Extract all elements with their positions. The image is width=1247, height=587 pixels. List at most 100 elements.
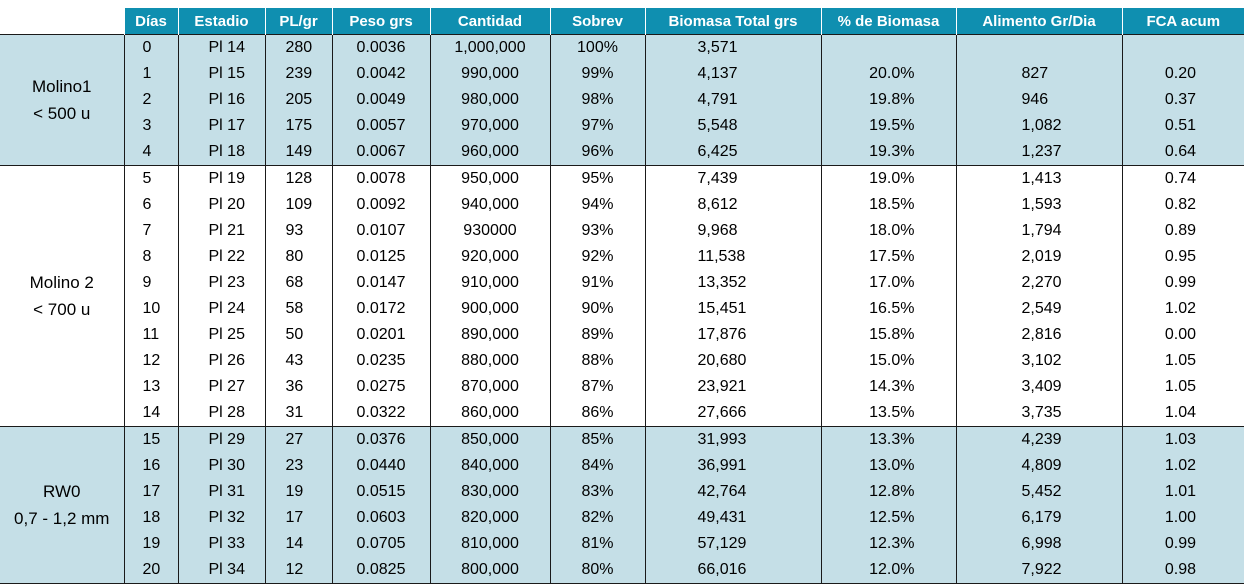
cell-pl-gr: 27 (264, 426, 332, 453)
cell-pl-gr: 80 (264, 244, 332, 270)
table-row: 6 Pl 20 109 0.0092 940,000 94% 8,612 18.5% 1,593… (0, 192, 1244, 218)
cell-pct-biomasa: 19.0% (820, 165, 956, 192)
cell-estadio: Pl 25 (177, 322, 265, 348)
cell-alimento: 3,409 (955, 374, 1122, 400)
cell-cantidad: 880,000 (429, 348, 550, 374)
cell-pct-biomasa: 20.0% (820, 61, 956, 87)
cell-fca: 1.02 (1121, 453, 1244, 479)
cell-fca: 1.05 (1121, 374, 1244, 400)
cell-fca: 1.01 (1121, 479, 1244, 505)
cell-dias: 7 (123, 218, 178, 244)
header-estadio: Estadio (177, 8, 265, 35)
cell-biomasa-total: 23,921 (644, 374, 821, 400)
cell-dias: 2 (123, 87, 178, 113)
table-row: Molino1 < 500 u 0 Pl 14 280 0.0036 1,000,000 10… (0, 34, 1244, 166)
cell-alimento: 3,735 (955, 400, 1122, 427)
cell-fca: 1.03 (1121, 426, 1244, 453)
cell-pl-gr: 50 (264, 322, 332, 348)
cell-fca (1121, 34, 1244, 61)
cell-biomasa-total: 20,680 (644, 348, 821, 374)
cell-peso: 0.0201 (331, 322, 430, 348)
table-row: 14 Pl 28 31 0.0322 860,000 86% 27,666 13.5% 3,73… (0, 400, 1244, 427)
cell-pl-gr: 19 (264, 479, 332, 505)
cell-pct-biomasa: 15.8% (820, 322, 956, 348)
cell-fca: 0.99 (1121, 531, 1244, 557)
cell-cantidad: 820,000 (429, 505, 550, 531)
cell-estadio: Pl 28 (177, 400, 265, 427)
cell-sobrev: 94% (549, 192, 645, 218)
cell-cantidad: 800,000 (429, 557, 550, 584)
cell-alimento: 1,794 (955, 218, 1122, 244)
group-label-name: RW0 (43, 482, 81, 501)
cell-peso: 0.0125 (331, 244, 430, 270)
cell-dias: 13 (123, 374, 178, 400)
cell-pct-biomasa: 12.0% (820, 557, 956, 584)
table-row: 3 Pl 17 175 0.0057 970,000 97% 5,548 19.5% 1,082… (0, 113, 1244, 139)
cell-fca: 1.04 (1121, 400, 1244, 427)
cell-pct-biomasa: 13.3% (820, 426, 956, 453)
cell-biomasa-total: 7,439 (644, 165, 821, 192)
cell-peso: 0.0057 (331, 113, 430, 139)
cell-biomasa-total: 4,137 (644, 61, 821, 87)
cell-alimento: 2,270 (955, 270, 1122, 296)
cell-pct-biomasa: 15.0% (820, 348, 956, 374)
cell-biomasa-total: 9,968 (644, 218, 821, 244)
header-pl-gr: PL/gr (264, 8, 332, 35)
cell-dias: 16 (123, 453, 178, 479)
cell-cantidad: 980,000 (429, 87, 550, 113)
cell-pct-biomasa: 12.8% (820, 479, 956, 505)
table-row: RW0 0,7 - 1,2 mm 15 Pl 29 27 0.0376 850,000 85%… (0, 426, 1244, 584)
cell-estadio: Pl 17 (177, 113, 265, 139)
cell-fca: 1.05 (1121, 348, 1244, 374)
cell-pct-biomasa: 14.3% (820, 374, 956, 400)
cell-cantidad: 900,000 (429, 296, 550, 322)
cell-sobrev: 92% (549, 244, 645, 270)
cell-pl-gr: 12 (264, 557, 332, 584)
cell-estadio: Pl 21 (177, 218, 265, 244)
cell-estadio: Pl 22 (177, 244, 265, 270)
cell-sobrev: 81% (549, 531, 645, 557)
cell-pl-gr: 36 (264, 374, 332, 400)
cell-alimento: 946 (955, 87, 1122, 113)
cell-pct-biomasa (820, 34, 956, 61)
cell-dias: 9 (123, 270, 178, 296)
cell-peso: 0.0092 (331, 192, 430, 218)
cell-biomasa-total: 57,129 (644, 531, 821, 557)
cell-cantidad: 940,000 (429, 192, 550, 218)
cell-pl-gr: 109 (264, 192, 332, 218)
table-row: 9 Pl 23 68 0.0147 910,000 91% 13,352 17.0% 2,270… (0, 270, 1244, 296)
cell-sobrev: 82% (549, 505, 645, 531)
cell-dias: 12 (123, 348, 178, 374)
table-row: 20 Pl 34 12 0.0825 800,000 80% 66,016 12.0% 7,92… (0, 557, 1244, 584)
cell-biomasa-total: 27,666 (644, 400, 821, 427)
table-row: 2 Pl 16 205 0.0049 980,000 98% 4,791 19.8% 946 0.… (0, 87, 1244, 113)
cell-dias: 14 (123, 400, 178, 427)
cell-pl-gr: 58 (264, 296, 332, 322)
cell-sobrev: 96% (549, 139, 645, 166)
table-row: 1 Pl 15 239 0.0042 990,000 99% 4,137 20.0% 827 0.… (0, 61, 1244, 87)
cell-fca: 0.37 (1121, 87, 1244, 113)
cell-estadio: Pl 34 (177, 557, 265, 584)
cell-biomasa-total: 6,425 (644, 139, 821, 166)
cell-peso: 0.0322 (331, 400, 430, 427)
cell-estadio: Pl 16 (177, 87, 265, 113)
cell-sobrev: 95% (549, 165, 645, 192)
cell-peso: 0.0172 (331, 296, 430, 322)
cell-cantidad: 830,000 (429, 479, 550, 505)
cell-cantidad: 920,000 (429, 244, 550, 270)
cell-estadio: Pl 29 (177, 426, 265, 453)
cell-estadio: Pl 14 (177, 34, 265, 61)
cell-estadio: Pl 24 (177, 296, 265, 322)
header-row: Días Estadio PL/gr Peso grs Cantidad Sob… (0, 8, 1244, 35)
cell-sobrev: 93% (549, 218, 645, 244)
cell-biomasa-total: 3,571 (644, 34, 821, 61)
cell-fca: 0.99 (1121, 270, 1244, 296)
cell-estadio: Pl 15 (177, 61, 265, 87)
cell-alimento: 1,593 (955, 192, 1122, 218)
cell-estadio: Pl 18 (177, 139, 265, 166)
table-row: 7 Pl 21 93 0.0107 930000 93% 9,968 18.0% 1,794 0.… (0, 218, 1244, 244)
cell-dias: 18 (123, 505, 178, 531)
cell-cantidad: 840,000 (429, 453, 550, 479)
cell-pl-gr: 175 (264, 113, 332, 139)
cell-pct-biomasa: 19.8% (820, 87, 956, 113)
